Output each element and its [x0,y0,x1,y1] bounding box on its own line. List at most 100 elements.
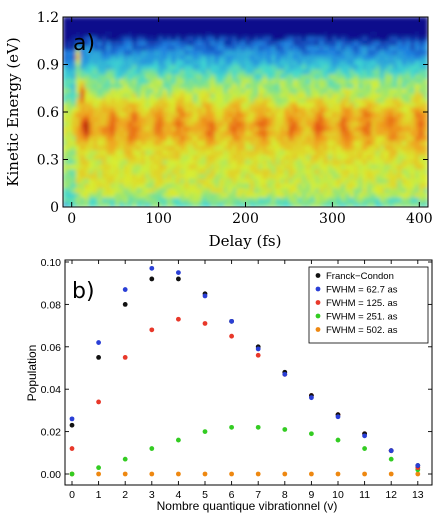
heatmap-cell [401,192,407,198]
heatmap-cell [397,92,403,99]
heatmap-cell [240,187,246,194]
heatmap-cell [353,35,359,42]
heatmap-cell [266,26,272,32]
heatmap-cell [314,64,320,70]
heatmap-cell [266,83,272,89]
heatmap-cell [240,97,246,103]
heatmap-cell [245,163,251,170]
heatmap-cell [262,78,268,84]
heatmap-cell [67,78,72,84]
heatmap-cell [349,78,355,84]
heatmap-cell [67,73,72,80]
heatmap-cell [149,116,155,122]
heatmap-cell [171,106,177,113]
heatmap-cell [384,102,390,108]
heatmap-cell [153,83,159,89]
heatmap-cell [145,159,151,165]
heatmap-cell [275,168,281,175]
heatmap-cell [193,97,199,103]
heatmap-cell [375,83,381,89]
panel-b-ytick-label: 0.02 [41,427,62,439]
heatmap-cell [75,163,81,170]
heatmap-cell [101,130,107,137]
heatmap-cell [410,49,416,56]
heatmap-cell [88,111,94,118]
heatmap-cell [349,30,355,37]
heatmap-cell [279,26,285,32]
heatmap-cell [423,111,428,118]
heatmap-cell [158,173,164,179]
heatmap-cell [336,87,342,94]
heatmap-cell [97,26,103,32]
heatmap-cell [132,168,138,175]
heatmap-cell [119,140,125,146]
heatmap-cell [279,64,285,70]
heatmap-cell [362,192,368,198]
heatmap-cell [249,83,255,89]
heatmap-cell [180,125,185,132]
heatmap-cell [345,125,351,132]
heatmap-cell [253,182,259,189]
heatmap-cell [119,30,125,37]
heatmap-cell [240,26,246,32]
heatmap-cell [288,159,294,165]
heatmap-cell [288,187,294,194]
heatmap-cell [292,64,298,70]
heatmap-cell [136,187,142,194]
heatmap-cell [249,87,255,94]
heatmap-cell [80,40,86,46]
heatmap-cell [275,154,281,160]
heatmap-cell [166,45,172,51]
heatmap-cell [319,78,325,84]
heatmap-cell [84,182,90,189]
heatmap-cell [366,135,372,141]
heatmap-cell [75,121,81,127]
heatmap-cell [340,26,346,32]
heatmap-cell [193,197,199,203]
heatmap-cell [63,201,68,207]
heatmap-cell [258,40,264,46]
heatmap-cell [210,54,216,61]
heatmap-cell [292,197,298,203]
heatmap-cell [397,83,403,89]
heatmap-cell [88,116,94,122]
heatmap-cell [101,17,107,23]
heatmap-cell [340,144,346,151]
heatmap-cell [392,73,398,80]
heatmap-cell [180,111,185,118]
heatmap-cell [405,159,411,165]
heatmap-cell [362,111,368,118]
heatmap-cell [240,102,246,108]
heatmap-cell [279,59,285,65]
heatmap-cell [266,154,272,160]
heatmap-cell [140,187,146,194]
heatmap-cell [340,149,346,156]
heatmap-cell [419,26,424,32]
heatmap-cell [149,111,155,118]
heatmap-cell [175,201,181,207]
heatmap-cell [197,102,203,108]
heatmap-cell [405,130,411,137]
heatmap-cell [414,97,420,103]
heatmap-cell [332,144,338,151]
heatmap-cell [284,21,290,27]
heatmap-cell [332,154,338,160]
heatmap-cell [397,182,403,189]
heatmap-cell [171,187,177,194]
heatmap-cell [119,154,125,160]
heatmap-cell [240,159,246,165]
heatmap-cell [310,187,316,194]
heatmap-cell [106,17,112,23]
data-point [149,265,155,271]
heatmap-cell [101,92,107,99]
heatmap-cell [392,40,398,46]
heatmap-cell [319,102,325,108]
heatmap-cell [262,135,268,141]
heatmap-cell [175,92,181,99]
heatmap-cell [206,121,212,127]
heatmap-cell [180,45,185,51]
heatmap-cell [236,87,242,94]
heatmap-cell [405,21,411,27]
heatmap-cell [405,187,411,194]
heatmap-cell [188,59,194,65]
